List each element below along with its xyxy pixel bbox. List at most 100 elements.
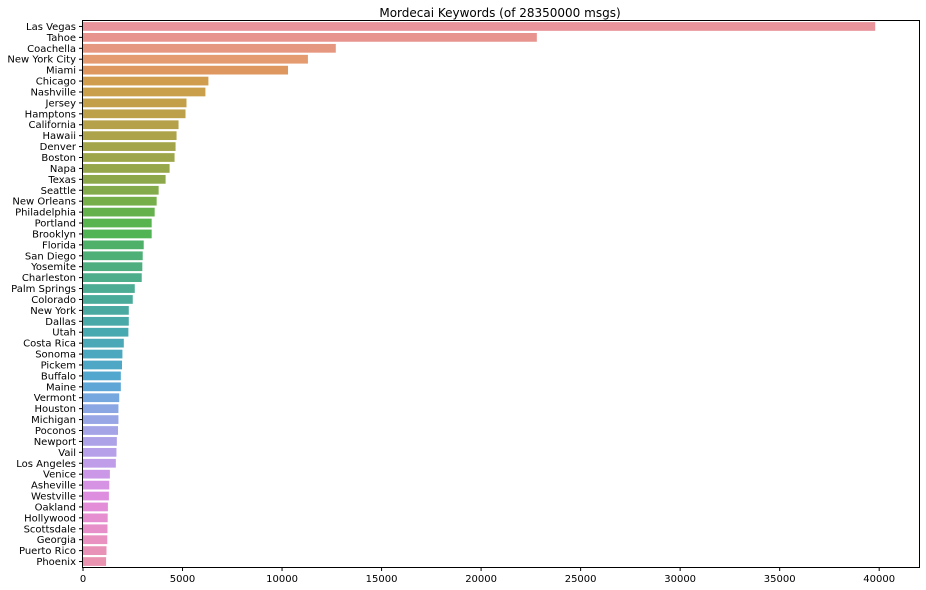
y-tick-label: Florida xyxy=(42,240,76,251)
bar-chicago xyxy=(83,76,209,86)
bar-oakland xyxy=(83,502,108,512)
y-tick-label: Napa xyxy=(50,164,76,175)
bar-denver xyxy=(83,142,176,151)
bar-los-angeles xyxy=(83,458,116,468)
bar-portland xyxy=(83,218,152,228)
y-tick-label: Portland xyxy=(35,219,76,230)
y-tick-label: Philadelphia xyxy=(15,208,76,219)
y-tick-label: Buffalo xyxy=(41,371,76,382)
bar-costa-rica xyxy=(83,338,124,348)
y-tick-label: Texas xyxy=(47,175,76,186)
y-tick-label: Hawaii xyxy=(42,131,76,142)
y-tick-label: Boston xyxy=(41,153,76,164)
bar-asheville xyxy=(83,480,110,490)
plot-frame xyxy=(82,20,920,568)
y-tick-label: Brooklyn xyxy=(32,229,76,240)
bar-colorado xyxy=(83,295,133,304)
bar-utah xyxy=(83,327,129,337)
bar-venice xyxy=(83,469,110,479)
bar-buffalo xyxy=(83,371,121,381)
bar-hollywood xyxy=(83,513,108,523)
bar-brooklyn xyxy=(83,229,152,239)
y-tick-label: Palm Springs xyxy=(11,284,76,295)
y-tick-label: Hamptons xyxy=(25,109,76,120)
y-tick-label: Utah xyxy=(52,328,76,339)
y-tick-label: Houston xyxy=(34,404,76,415)
bar-seattle xyxy=(83,185,159,195)
bar-sonoma xyxy=(83,349,123,359)
bar-california xyxy=(83,120,179,130)
bar-napa xyxy=(83,164,170,173)
bar-newport xyxy=(83,437,117,446)
bars-group xyxy=(83,22,876,566)
y-tick-label: Miami xyxy=(46,66,76,77)
bar-palm-springs xyxy=(83,284,135,293)
y-tick-label: Los Angeles xyxy=(16,459,76,470)
y-tick-label: Westville xyxy=(31,492,76,503)
x-tick-label: 10000 xyxy=(266,574,298,585)
y-tick-label: California xyxy=(29,120,77,131)
bar-vail xyxy=(83,447,117,457)
y-tick-label: Sonoma xyxy=(35,350,76,361)
y-tick-label: Michigan xyxy=(31,415,76,426)
chart-title: Mordecai Keywords (of 28350000 msgs) xyxy=(379,6,620,20)
x-tick-label: 20000 xyxy=(465,574,497,585)
bar-texas xyxy=(83,174,166,184)
bar-new-orleans xyxy=(83,196,157,206)
bar-maine xyxy=(83,382,121,392)
y-tick-label: Vermont xyxy=(34,393,76,404)
y-tick-label: Las Vegas xyxy=(26,22,76,33)
y-tick-label: Colorado xyxy=(31,295,76,306)
y-tick-label: Scottsdale xyxy=(24,524,76,535)
y-tick-label: Vail xyxy=(58,448,76,459)
bar-poconos xyxy=(83,426,119,435)
y-tick-label: Costa Rica xyxy=(23,339,76,350)
y-tick-label: Seattle xyxy=(41,186,76,197)
x-axis: 0 5000 10000 15000 20000 25000 30000 35000 40000 xyxy=(80,567,895,585)
bar-westville xyxy=(83,491,109,501)
x-tick-label: 35000 xyxy=(764,574,796,585)
bar-coachella xyxy=(83,43,336,53)
y-tick-label: Tahoe xyxy=(46,33,76,44)
bar-michigan xyxy=(83,415,119,424)
bar-scottsdale xyxy=(83,524,108,534)
bar-dallas xyxy=(83,316,129,326)
bar-phoenix xyxy=(83,557,107,566)
y-tick-label: Dallas xyxy=(45,317,76,328)
bar-nashville xyxy=(83,87,206,97)
y-tick-label: Denver xyxy=(40,142,77,153)
bar-yosemite xyxy=(83,262,143,272)
bar-boston xyxy=(83,153,175,162)
bar-vermont xyxy=(83,393,120,403)
bar-houston xyxy=(83,404,119,414)
y-tick-label: Oakland xyxy=(35,502,76,513)
bar-puerto-rico xyxy=(83,546,107,555)
y-tick-label: Maine xyxy=(46,382,76,393)
bar-hamptons xyxy=(83,109,186,119)
x-tick-label: 5000 xyxy=(170,574,195,585)
bar-georgia xyxy=(83,535,108,545)
y-tick-label: Puerto Rico xyxy=(19,546,76,557)
y-tick-label: New York City xyxy=(7,55,76,66)
x-tick-label: 30000 xyxy=(664,574,696,585)
x-tick-label: 40000 xyxy=(863,574,895,585)
y-tick-label: San Diego xyxy=(25,251,76,262)
bar-philadelphia xyxy=(83,207,155,217)
y-tick-label: New York xyxy=(30,306,76,317)
bar-miami xyxy=(83,65,289,75)
y-tick-label: Phoenix xyxy=(36,557,76,568)
y-tick-label: Jersey xyxy=(45,98,77,109)
x-tick-label: 25000 xyxy=(565,574,597,585)
bar-las-vegas xyxy=(83,22,876,31)
y-tick-label: Newport xyxy=(34,437,76,448)
y-tick-label: Pickem xyxy=(41,360,76,371)
bar-tahoe xyxy=(83,33,537,42)
bar-charleston xyxy=(83,273,142,282)
y-tick-label: Charleston xyxy=(22,273,76,284)
x-tick-label: 15000 xyxy=(366,574,398,585)
y-tick-label: Nashville xyxy=(30,87,76,98)
y-tick-label: Chicago xyxy=(36,77,76,88)
bar-pickem xyxy=(83,360,123,370)
